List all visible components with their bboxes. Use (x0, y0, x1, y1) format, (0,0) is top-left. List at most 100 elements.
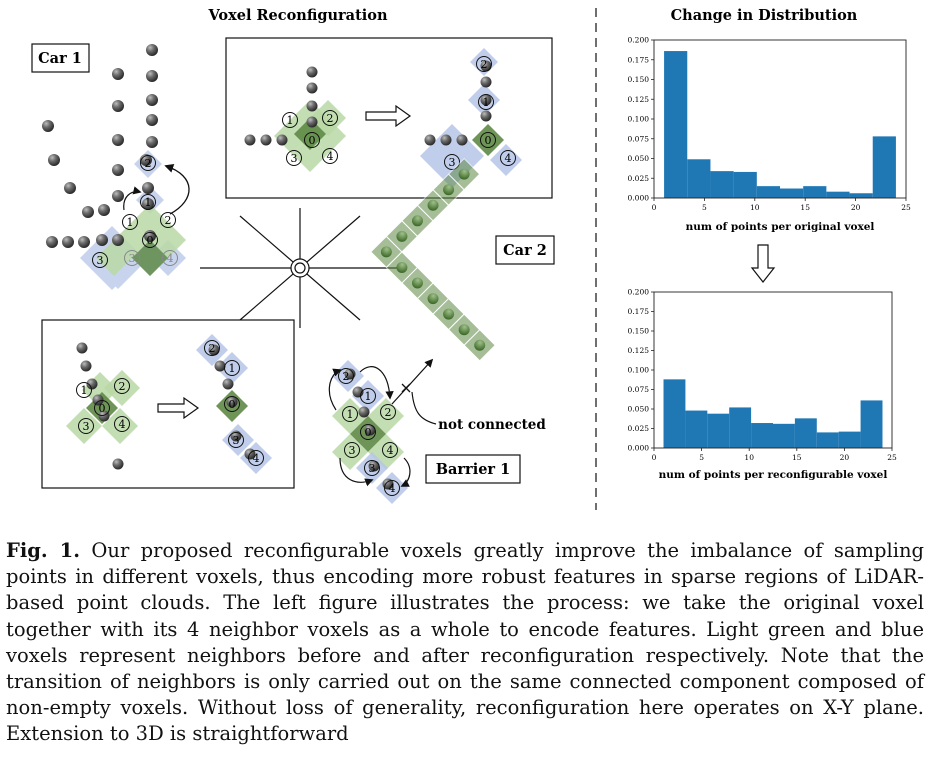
car2-point (458, 324, 470, 336)
center-star (200, 208, 400, 328)
svg-text:2: 2 (327, 112, 334, 125)
x-tick-label: 10 (744, 453, 754, 462)
car2-point (380, 246, 392, 258)
histogram-bar (710, 171, 734, 198)
y-tick-label: 0.100 (628, 366, 650, 375)
svg-text:1: 1 (365, 390, 372, 403)
car2-label-box (495, 235, 555, 265)
car1-label-box (31, 43, 90, 73)
y-tick-label: 0.175 (628, 307, 650, 316)
y-tick-label: 0.075 (628, 385, 650, 394)
not-connected-label: not connected (438, 417, 546, 433)
x-axis-label: num of points per reconfigurable voxel (659, 469, 888, 481)
car2-point (396, 230, 408, 242)
x-tick-label: 25 (887, 453, 897, 462)
x-tick-label: 0 (652, 203, 657, 212)
car2-point (427, 293, 439, 305)
car2-point (458, 168, 470, 180)
histogram-bar (707, 413, 730, 448)
x-tick-label: 5 (702, 203, 707, 212)
y-tick-label: 0.100 (628, 115, 650, 124)
right-title: Change in Distribution (671, 7, 858, 24)
histogram-bar (860, 400, 883, 448)
svg-text:3: 3 (369, 462, 376, 475)
svg-text:1: 1 (287, 114, 294, 127)
histogram-bar (780, 188, 804, 198)
histogram-bar (849, 193, 873, 198)
svg-text:3: 3 (349, 444, 356, 457)
car1-numbers: 2 1 1 2 0 3 3 4 (92, 155, 178, 268)
car2-point (396, 261, 408, 273)
car1-green-voxels (96, 204, 186, 276)
figure-caption: Fig. 1. Our proposed reconfigurable voxe… (6, 538, 924, 748)
histogram-reconfigurable: 0.000 0.025 0.050 0.075 0.100 0.125 0.150 0.175… (628, 288, 897, 481)
svg-text:2: 2 (385, 406, 392, 419)
svg-text:4: 4 (327, 150, 334, 163)
y-tick-label: 0.000 (628, 194, 650, 203)
svg-text:0: 0 (309, 134, 316, 147)
histogram-bar (687, 159, 711, 198)
histogram-bar (773, 423, 795, 448)
svg-text:1: 1 (127, 216, 134, 229)
top-example-box: 1 2 0 3 4 2 1 0 3 4 (225, 37, 553, 199)
x-tick-label: 15 (792, 453, 802, 462)
car2-point (411, 277, 423, 289)
svg-text:3: 3 (83, 420, 90, 433)
y-tick-label: 0.050 (628, 405, 650, 414)
svg-text:3: 3 (97, 254, 104, 267)
x-axis-label: num of points per original voxel (686, 221, 875, 233)
y-tick-label: 0.200 (628, 288, 650, 297)
x-tick-label: 10 (750, 203, 760, 212)
car1-points (42, 44, 158, 248)
svg-text:0: 0 (147, 234, 154, 247)
histogram-bar (663, 379, 686, 448)
histogram-bar (733, 171, 757, 198)
histogram-bar (838, 431, 861, 448)
svg-text:0: 0 (485, 134, 492, 147)
svg-text:0: 0 (229, 398, 236, 411)
svg-text:3: 3 (449, 156, 456, 169)
histogram-bar (751, 423, 773, 448)
svg-text:3: 3 (129, 252, 136, 265)
car2-point (474, 339, 486, 351)
svg-text:4: 4 (167, 252, 174, 265)
car1-scene: Car 1 (31, 43, 190, 290)
barrier1-label: Barrier 1 (436, 461, 510, 478)
svg-text:1: 1 (229, 362, 236, 375)
histogram-bar (816, 432, 839, 448)
x-tick-label: 20 (851, 203, 861, 212)
histogram-bar (664, 51, 688, 199)
histogram-bar (794, 418, 817, 448)
y-tick-label: 0.200 (628, 36, 650, 45)
y-tick-label: 0.125 (628, 346, 650, 355)
left-title: Voxel Reconfiguration (207, 7, 387, 24)
car2-scene: Car 2 (370, 157, 555, 362)
svg-text:2: 2 (165, 214, 172, 227)
y-tick-label: 0.025 (628, 174, 650, 183)
figure-illustration: Voxel Reconfiguration Change in Distribu… (31, 7, 911, 510)
car2-point (443, 308, 455, 320)
histogram-bar (756, 186, 780, 198)
barrier1-scene: 2 1 1 2 0 3 4 3 4 not connected Barrier … (328, 358, 546, 504)
svg-text:1: 1 (145, 196, 152, 209)
svg-text:1: 1 (483, 96, 490, 109)
svg-text:2: 2 (481, 58, 488, 71)
svg-text:4: 4 (505, 152, 512, 165)
svg-text:4: 4 (387, 444, 394, 457)
y-tick-label: 0.075 (628, 134, 650, 143)
svg-text:2: 2 (119, 380, 126, 393)
svg-text:2: 2 (145, 157, 152, 170)
svg-text:2: 2 (209, 342, 216, 355)
y-tick-label: 0.050 (628, 154, 650, 163)
x-tick-label: 20 (840, 453, 850, 462)
caption-text: Our proposed reconfigurable voxels great… (6, 539, 924, 746)
svg-text:2: 2 (343, 370, 350, 383)
down-arrow (750, 244, 776, 283)
svg-text:3: 3 (291, 152, 298, 165)
y-tick-label: 0.000 (628, 444, 650, 453)
svg-text:4: 4 (389, 482, 396, 495)
x-tick-label: 15 (800, 203, 810, 212)
histogram-bar (729, 407, 752, 448)
svg-text:4: 4 (253, 452, 260, 465)
bottom-example-box: 1 2 0 3 4 2 1 0 3 4 (41, 319, 295, 489)
